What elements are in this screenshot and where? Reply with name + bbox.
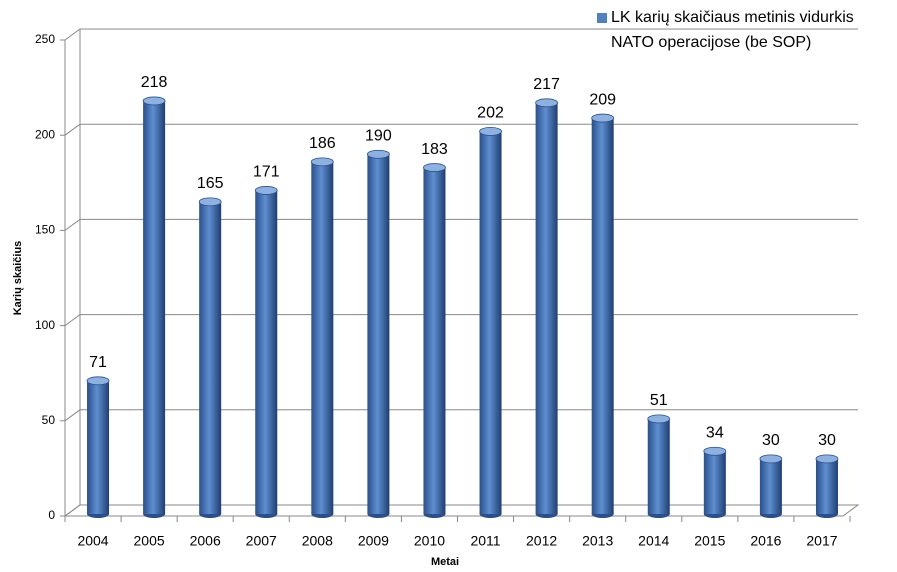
- bar-cap: [759, 454, 783, 464]
- grid-line: [64, 314, 858, 327]
- data-label: 34: [706, 424, 724, 441]
- bar-cap: [703, 446, 727, 456]
- bar-cap: [198, 197, 222, 207]
- bar: [647, 418, 670, 514]
- y-tick-label: 50: [42, 413, 56, 427]
- bar-cap: [254, 186, 278, 195]
- bar: [759, 458, 782, 514]
- data-label: 165: [197, 175, 224, 192]
- x-tick-label: 2014: [638, 533, 669, 549]
- x-tick-label: 2007: [246, 533, 277, 549]
- bar-cap: [479, 126, 502, 136]
- bar: [311, 161, 334, 514]
- data-label: 171: [253, 164, 280, 181]
- floor: [63, 504, 860, 517]
- x-tick-label: 2005: [134, 533, 165, 549]
- bar-cap: [535, 98, 559, 108]
- x-tick-label: 2016: [750, 533, 781, 549]
- x-tick-label: 2010: [414, 533, 445, 549]
- grid-line: [64, 504, 858, 517]
- data-label: 183: [421, 141, 448, 158]
- data-label: 190: [365, 127, 392, 144]
- x-tick-label: 2004: [77, 533, 108, 549]
- bar-cap: [423, 163, 446, 172]
- y-tick-label: 250: [35, 32, 55, 46]
- legend-label: LK karių skaičiaus metinis vidurkis NATO…: [611, 9, 854, 51]
- x-tick-label: 2015: [694, 533, 725, 549]
- data-label: 202: [477, 105, 504, 122]
- x-tick-label: 2006: [190, 533, 221, 549]
- bar: [535, 102, 558, 514]
- bar-cap: [815, 454, 839, 464]
- data-label: 51: [650, 392, 668, 409]
- data-label: 30: [762, 432, 780, 449]
- y-tick-label: 0: [48, 508, 55, 522]
- bar: [255, 190, 278, 514]
- bar: [143, 100, 166, 514]
- legend: LK karių skaičiaus metinis vidurkis NATO…: [597, 5, 889, 55]
- x-tick-label: 2013: [582, 533, 613, 549]
- bar-cap: [142, 96, 166, 106]
- x-tick-label: 2012: [526, 533, 557, 549]
- grid-line: [64, 123, 858, 136]
- bar: [703, 451, 726, 514]
- data-label: 209: [589, 91, 616, 108]
- bar: [199, 201, 222, 514]
- bar-cap: [86, 376, 110, 386]
- grid-line: [64, 409, 858, 422]
- grid-line: [64, 28, 858, 41]
- y-axis-title: Karių skaičius: [12, 241, 24, 316]
- y-tick-label: 200: [35, 127, 55, 141]
- bar: [423, 167, 446, 514]
- data-label: 218: [141, 74, 168, 91]
- bar-cap: [310, 157, 334, 167]
- y-tick-label: 100: [35, 318, 55, 332]
- data-label: 186: [309, 135, 336, 152]
- bar-cap: [647, 414, 671, 424]
- bar: [367, 154, 390, 515]
- bar-cap: [591, 113, 615, 123]
- x-tick-label: 2008: [302, 533, 333, 549]
- legend-swatch: [597, 13, 607, 23]
- data-label: 71: [89, 354, 107, 371]
- bar: [479, 131, 502, 514]
- y-tick-label: 150: [35, 223, 55, 237]
- x-tick-label: 2009: [358, 533, 389, 549]
- data-label: 30: [818, 432, 836, 449]
- x-axis-title: Metai: [431, 556, 459, 568]
- bar: [87, 380, 110, 514]
- data-label: 217: [533, 76, 560, 93]
- x-tick-label: 2017: [806, 533, 837, 549]
- grid-line: [64, 218, 858, 231]
- bar: [591, 118, 614, 515]
- bar: [815, 458, 838, 514]
- bar-cap: [366, 149, 390, 159]
- x-tick-label: 2011: [470, 533, 500, 549]
